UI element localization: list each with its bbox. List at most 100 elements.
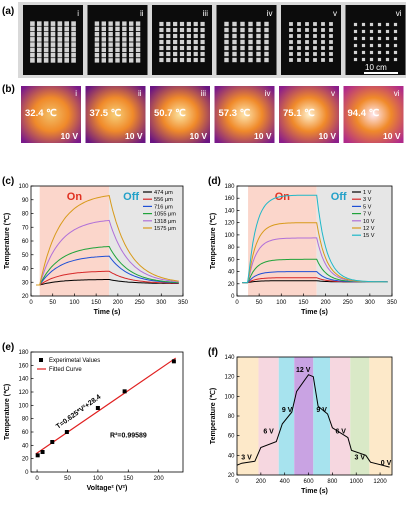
grid-cell xyxy=(200,27,205,33)
grid-cell xyxy=(289,40,293,44)
grid-cell xyxy=(305,34,309,38)
grid-cell xyxy=(173,45,178,51)
grid-cell xyxy=(329,28,333,32)
grid-cell xyxy=(122,31,127,37)
grid-cell xyxy=(94,52,100,58)
thermal-voltage: 10 V xyxy=(319,131,337,141)
photo-label: iii xyxy=(203,9,209,18)
grid-cell xyxy=(264,27,269,33)
thermal-temp: 37.5 ℃ xyxy=(90,108,122,119)
x-tick-label: 100 xyxy=(93,476,104,482)
grid-cell xyxy=(101,58,106,63)
y-tick-label: 60 xyxy=(22,239,29,245)
grid-cell xyxy=(108,42,113,47)
grid-cell xyxy=(297,28,301,32)
grid-cell xyxy=(248,21,253,27)
x-tick-label: 0 xyxy=(235,300,239,306)
grid-cell xyxy=(385,36,390,41)
grid-cell xyxy=(186,51,191,57)
grid-cell xyxy=(240,21,245,27)
thermal-roman: ii xyxy=(138,89,142,98)
voltage-annotation: 6 V xyxy=(335,429,346,436)
x-tick-label: 200 xyxy=(154,476,165,482)
grid-cell xyxy=(232,45,237,51)
thermal-image-5 xyxy=(279,86,339,143)
thermal-voltage: 10 V xyxy=(383,131,401,141)
y-tick-label: 100 xyxy=(224,233,235,239)
grid-cell xyxy=(240,57,245,63)
on-region xyxy=(39,186,110,296)
grid-cell xyxy=(232,39,237,45)
grid-cell xyxy=(264,33,269,39)
y-axis-label: Temperature (℃) xyxy=(3,213,11,269)
grid-cell xyxy=(321,22,325,26)
grid-cell xyxy=(305,28,309,32)
grid-cell xyxy=(36,26,42,32)
grid-cell xyxy=(179,45,185,51)
grid-cell xyxy=(313,40,317,44)
grid-cell xyxy=(64,42,70,47)
grid-cell xyxy=(101,52,106,58)
legend-label: 1055 μm xyxy=(154,212,176,218)
grid-cell xyxy=(200,39,205,45)
grid-cell xyxy=(353,22,358,27)
grid-cell xyxy=(361,36,366,41)
data-point xyxy=(171,359,176,364)
y-tick-label: 180 xyxy=(224,184,235,190)
grid-cell xyxy=(232,51,237,57)
y-tick-label: 120 xyxy=(224,375,235,381)
grid-cell xyxy=(129,26,134,32)
grid-cell xyxy=(122,52,127,58)
grid-cell xyxy=(108,37,113,42)
grid-cell xyxy=(135,37,141,42)
grid-cell xyxy=(115,42,120,47)
data-point xyxy=(35,453,40,458)
grid-cell xyxy=(36,37,42,42)
x-tick-label: 100 xyxy=(69,300,80,306)
y-tick-label: 80 xyxy=(228,414,235,420)
grid-cell xyxy=(129,42,134,47)
thermal-voltage: 10 V xyxy=(61,131,79,141)
x-tick-label: 200 xyxy=(256,479,267,485)
x-tick-label: 100 xyxy=(276,300,287,306)
legend-label: 1575 μm xyxy=(154,226,176,232)
grid-cell xyxy=(353,50,358,55)
thermal-temp: 75.1 ℃ xyxy=(283,108,315,119)
legend-label: 1318 μm xyxy=(154,219,176,225)
grid-cell xyxy=(166,21,171,27)
panel-label: (f) xyxy=(208,347,218,358)
grid-cell xyxy=(256,51,261,57)
grid-cell xyxy=(377,50,382,55)
x-tick-label: 350 xyxy=(387,300,398,306)
data-point xyxy=(95,406,100,410)
legend-label: 10 V xyxy=(363,219,375,225)
chart-c: On Off 0 50 100 150 200 250 300 350 20 30 40 50 60 70 80… xyxy=(2,176,189,316)
data-point xyxy=(40,450,45,454)
grid-cell xyxy=(179,57,185,63)
off-label: Off xyxy=(331,191,347,203)
grid-cell xyxy=(240,33,245,39)
grid-cell xyxy=(135,52,141,58)
grid-cell xyxy=(159,57,164,63)
grid-cell xyxy=(297,34,301,38)
y-tick-label: 60 xyxy=(228,434,235,440)
grid-cell xyxy=(385,57,390,62)
legend-label: 556 μm xyxy=(154,197,173,203)
grid-cell xyxy=(108,52,113,58)
grid-cell xyxy=(377,29,382,34)
grid-cell xyxy=(369,36,374,41)
data-point xyxy=(64,430,69,434)
grid-cell xyxy=(353,29,358,34)
photo-label: ii xyxy=(140,9,144,18)
photo-label: iv xyxy=(267,9,273,18)
grid-cell xyxy=(193,57,198,63)
y-tick-label: 100 xyxy=(18,184,29,190)
grid-cell xyxy=(166,51,171,57)
grid-cell xyxy=(248,51,253,57)
x-tick-label: 150 xyxy=(91,300,102,306)
grid-cell xyxy=(289,46,293,50)
y-axis-label: Temperature (℃) xyxy=(209,388,217,444)
series-line-7 xyxy=(242,194,388,284)
voltage-annotation: 3 V xyxy=(241,454,252,461)
grid-cell xyxy=(115,31,120,37)
